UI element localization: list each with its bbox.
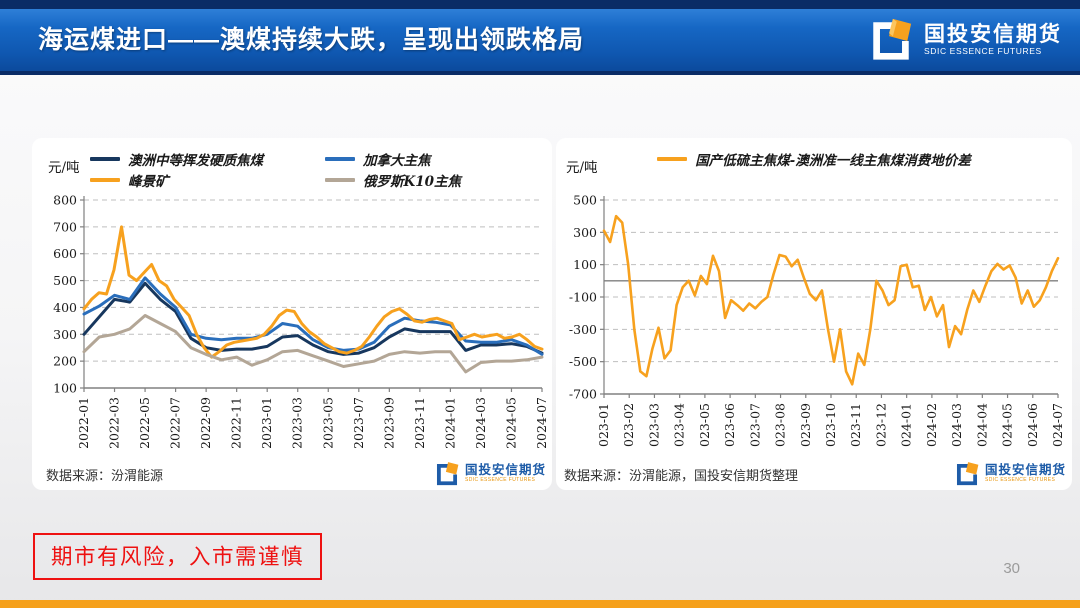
svg-text:2024-03: 2024-03 bbox=[949, 403, 964, 448]
svg-text:2023-02: 2023-02 bbox=[621, 403, 636, 448]
svg-text:400: 400 bbox=[53, 300, 77, 315]
svg-text:2024-01: 2024-01 bbox=[899, 403, 914, 448]
right-chart-panel: 元/吨 国产低硫主焦煤-澳洲准一线主焦煤消费地价差 -700 -500 -300 -1… bbox=[556, 138, 1072, 490]
watermark-name-cn: 国投安信期货 bbox=[984, 463, 1066, 477]
watermark-logo-icon bbox=[956, 462, 979, 486]
svg-text:2023-03: 2023-03 bbox=[646, 403, 661, 448]
slide-title: 海运煤进口——澳煤持续大跌，呈现出领跌格局 bbox=[38, 26, 585, 54]
svg-text:300: 300 bbox=[573, 225, 597, 240]
legend-label: 澳洲中等挥发硬质焦煤 bbox=[128, 153, 263, 169]
left-chart-unit-label: 元/吨 bbox=[48, 160, 80, 176]
svg-text:2022-03: 2022-03 bbox=[107, 397, 122, 448]
left-chart-plot: 100 200 300 400 500 600 700 800 2022-01 2022-03 20… bbox=[53, 193, 549, 449]
left-chart-legend: 澳洲中等挥发硬质焦煤 加拿大主焦 峰景矿 俄罗斯K10主焦 bbox=[90, 149, 461, 190]
right-chart-unit-label: 元/吨 bbox=[566, 160, 598, 176]
risk-disclaimer-box: 期市有风险，入市需谨慎 bbox=[33, 533, 323, 580]
svg-text:100: 100 bbox=[53, 381, 77, 396]
svg-text:500: 500 bbox=[573, 193, 597, 208]
svg-text:2022-11: 2022-11 bbox=[229, 397, 244, 448]
watermark-logo-text: 国投安信期货 SDIC ESSENCE FUTURES bbox=[985, 464, 1066, 484]
svg-text:2023-04: 2023-04 bbox=[672, 403, 687, 448]
legend-item-price-spread: 国产低硫主焦煤-澳洲准一线主焦煤消费地价差 bbox=[657, 149, 971, 169]
svg-text:100: 100 bbox=[573, 257, 597, 272]
svg-text:2024-04: 2024-04 bbox=[974, 403, 989, 448]
svg-text:-300: -300 bbox=[569, 322, 597, 337]
svg-text:2023-05: 2023-05 bbox=[320, 397, 335, 448]
legend-label: 俄罗斯K10主焦 bbox=[363, 174, 462, 190]
company-name-en: SDIC ESSENCE FUTURES bbox=[924, 45, 1042, 56]
company-logo-icon bbox=[873, 18, 912, 60]
svg-text:2024-07: 2024-07 bbox=[534, 397, 549, 448]
svg-text:-500: -500 bbox=[569, 354, 597, 369]
svg-text:2022-05: 2022-05 bbox=[137, 397, 152, 448]
svg-text:600: 600 bbox=[53, 246, 77, 261]
left-chart-watermark-logo: 国投安信期货 SDIC ESSENCE FUTURES bbox=[434, 461, 546, 487]
legend-item-russia-k10: 俄罗斯K10主焦 bbox=[325, 170, 461, 190]
watermark-logo-icon bbox=[436, 462, 459, 486]
svg-text:700: 700 bbox=[53, 219, 77, 234]
svg-text:2023-05: 2023-05 bbox=[697, 403, 712, 448]
legend-line-swatch bbox=[657, 157, 688, 161]
legend-label: 国产低硫主焦煤-澳洲准一线主焦煤消费地价差 bbox=[695, 153, 971, 169]
svg-text:2023-10: 2023-10 bbox=[823, 403, 838, 448]
watermark-name-en: SDIC ESSENCE FUTURES bbox=[984, 477, 1056, 483]
svg-text:2023-07: 2023-07 bbox=[351, 397, 366, 448]
legend-label: 峰景矿 bbox=[128, 174, 169, 190]
svg-text:800: 800 bbox=[53, 193, 77, 208]
right-chart-watermark-logo: 国投安信期货 SDIC ESSENCE FUTURES bbox=[954, 461, 1066, 487]
watermark-name-en: SDIC ESSENCE FUTURES bbox=[464, 477, 536, 483]
svg-text:2022-09: 2022-09 bbox=[198, 397, 213, 448]
legend-item-canada-coal: 加拿大主焦 bbox=[325, 149, 461, 169]
svg-text:200: 200 bbox=[53, 354, 77, 369]
svg-text:2023-03: 2023-03 bbox=[290, 397, 305, 448]
svg-text:2024-01: 2024-01 bbox=[442, 397, 457, 448]
header-bar: 海运煤进口——澳煤持续大跌，呈现出领跌格局 国投安信期货 SDIC ESSENC… bbox=[0, 0, 1080, 75]
left-chart-panel: 元/吨 澳洲中等挥发硬质焦煤 加拿大主焦 峰景矿 俄罗斯K10主焦 100 200… bbox=[32, 138, 552, 490]
svg-text:-700: -700 bbox=[569, 387, 597, 402]
bottom-accent-bar bbox=[0, 600, 1080, 608]
svg-text:300: 300 bbox=[53, 327, 77, 342]
company-name-cn: 国投安信期货 bbox=[924, 22, 1062, 46]
svg-text:2023-06: 2023-06 bbox=[722, 403, 737, 448]
legend-item-australia-coal: 澳洲中等挥发硬质焦煤 bbox=[90, 149, 325, 169]
legend-line-swatch bbox=[325, 157, 355, 161]
svg-text:2024-03: 2024-03 bbox=[473, 397, 488, 448]
legend-line-swatch bbox=[90, 178, 120, 182]
legend-label: 加拿大主焦 bbox=[363, 153, 431, 169]
right-chart-plot: -700 -500 -300 -100 100 300 500 2023-01 2023-02 2… bbox=[569, 193, 1065, 449]
svg-text:2024-06: 2024-06 bbox=[1025, 403, 1040, 448]
svg-text:-100: -100 bbox=[569, 290, 597, 305]
legend-line-swatch bbox=[90, 157, 120, 161]
left-chart-source: 数据来源：汾渭能源 bbox=[46, 468, 164, 483]
page-number: 30 bbox=[1003, 560, 1020, 577]
company-logo-text: 国投安信期货 SDIC ESSENCE FUTURES bbox=[924, 22, 1062, 57]
svg-text:2023-09: 2023-09 bbox=[798, 403, 813, 448]
svg-text:2023-08: 2023-08 bbox=[773, 403, 788, 448]
svg-text:500: 500 bbox=[53, 273, 77, 288]
svg-text:2023-09: 2023-09 bbox=[381, 397, 396, 448]
svg-text:2022-07: 2022-07 bbox=[168, 397, 183, 448]
svg-text:2024-05: 2024-05 bbox=[503, 397, 518, 448]
company-logo: 国投安信期货 SDIC ESSENCE FUTURES bbox=[868, 17, 1062, 63]
svg-text:2022-01: 2022-01 bbox=[76, 397, 91, 448]
svg-text:2024-02: 2024-02 bbox=[924, 403, 939, 448]
svg-text:2023-11: 2023-11 bbox=[412, 397, 427, 448]
legend-line-swatch bbox=[325, 178, 355, 182]
right-chart-source: 数据来源：汾渭能源，国投安信期货整理 bbox=[564, 468, 799, 483]
svg-text:2023-12: 2023-12 bbox=[873, 403, 888, 448]
svg-text:2024-05: 2024-05 bbox=[1000, 403, 1015, 448]
svg-text:2023-01: 2023-01 bbox=[259, 397, 274, 448]
right-chart-legend: 国产低硫主焦煤-澳洲准一线主焦煤消费地价差 bbox=[556, 149, 1072, 169]
watermark-name-cn: 国投安信期货 bbox=[464, 463, 546, 477]
header-band: 海运煤进口——澳煤持续大跌，呈现出领跌格局 国投安信期货 SDIC ESSENC… bbox=[0, 9, 1080, 71]
svg-text:2023-01: 2023-01 bbox=[596, 403, 611, 448]
svg-text:2024-07: 2024-07 bbox=[1050, 403, 1065, 448]
svg-text:2023-11: 2023-11 bbox=[848, 403, 863, 448]
watermark-logo-text: 国投安信期货 SDIC ESSENCE FUTURES bbox=[465, 464, 546, 484]
legend-item-peak-downs: 峰景矿 bbox=[90, 170, 325, 190]
svg-text:2023-07: 2023-07 bbox=[747, 403, 762, 448]
